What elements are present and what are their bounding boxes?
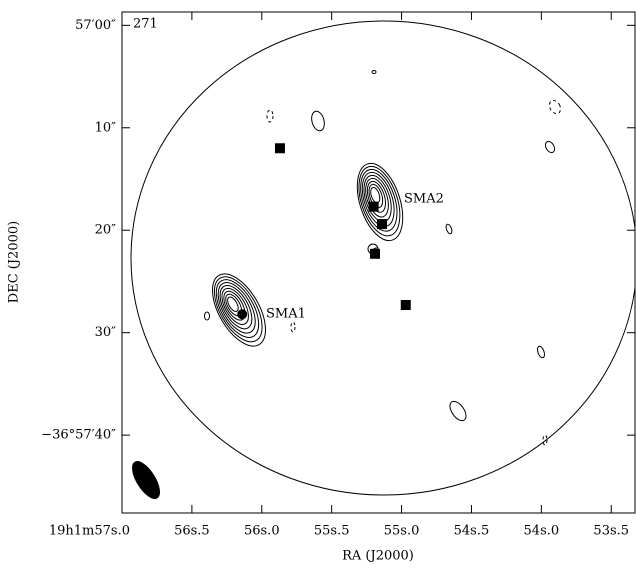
contour xyxy=(219,285,253,330)
source-marker xyxy=(237,309,248,320)
contour xyxy=(358,165,401,237)
x-tick-label: 56s.5 xyxy=(174,524,210,539)
field-label: 271 xyxy=(133,17,158,32)
contour xyxy=(445,223,453,235)
negative-contour xyxy=(266,109,274,123)
x-tick-label: 19h1m57s.0 xyxy=(49,524,130,539)
contour xyxy=(365,177,389,218)
contour xyxy=(356,162,404,242)
synthesized-beam xyxy=(132,461,160,499)
contour xyxy=(227,296,239,312)
contour-layer xyxy=(130,20,635,499)
x-tick-label: 54s.0 xyxy=(524,524,560,539)
primary-beam xyxy=(130,20,635,496)
contour xyxy=(223,290,246,321)
x-tick-label: 56s.0 xyxy=(244,524,280,539)
contour xyxy=(212,273,266,347)
source-label: SMA2 xyxy=(404,192,444,207)
x-tick-label: 53s.5 xyxy=(593,524,629,539)
sma2-contours xyxy=(356,162,404,242)
x-tick-label: 54s.5 xyxy=(454,524,490,539)
x-tick-label: 55s.5 xyxy=(314,524,350,539)
source-marker xyxy=(376,219,387,230)
y-axis-label: DEC (J2000) xyxy=(7,221,22,303)
contour xyxy=(537,345,545,359)
contour xyxy=(217,282,256,334)
contour xyxy=(311,110,325,132)
contour xyxy=(213,276,263,343)
source-marker xyxy=(274,143,285,154)
source-marker xyxy=(400,300,411,311)
y-tick-label: 30″ xyxy=(95,325,117,340)
contour xyxy=(368,183,384,209)
plot-frame xyxy=(121,11,636,514)
contour xyxy=(544,140,556,154)
negative-contour xyxy=(548,99,562,115)
negative-contour xyxy=(290,321,296,333)
contour xyxy=(360,168,398,232)
y-tick-label: 20″ xyxy=(95,223,117,238)
contour xyxy=(215,279,260,338)
y-tick-label: −36°57′40″ xyxy=(41,428,116,443)
contour xyxy=(371,70,377,74)
contour xyxy=(449,400,467,422)
contour xyxy=(221,287,249,325)
x-axis-label: RA (J2000) xyxy=(342,549,414,564)
sma1-contours xyxy=(212,273,266,347)
x-tick-label: 55s.0 xyxy=(384,524,420,539)
source-label: SMA1 xyxy=(266,307,306,322)
y-tick-label: 57′00″ xyxy=(75,18,116,33)
source-marker xyxy=(368,201,379,212)
contour xyxy=(204,311,210,321)
contour xyxy=(366,180,387,213)
source-marker xyxy=(370,248,381,259)
negative-contour xyxy=(542,434,548,446)
y-tick-label: 10″ xyxy=(95,120,117,135)
